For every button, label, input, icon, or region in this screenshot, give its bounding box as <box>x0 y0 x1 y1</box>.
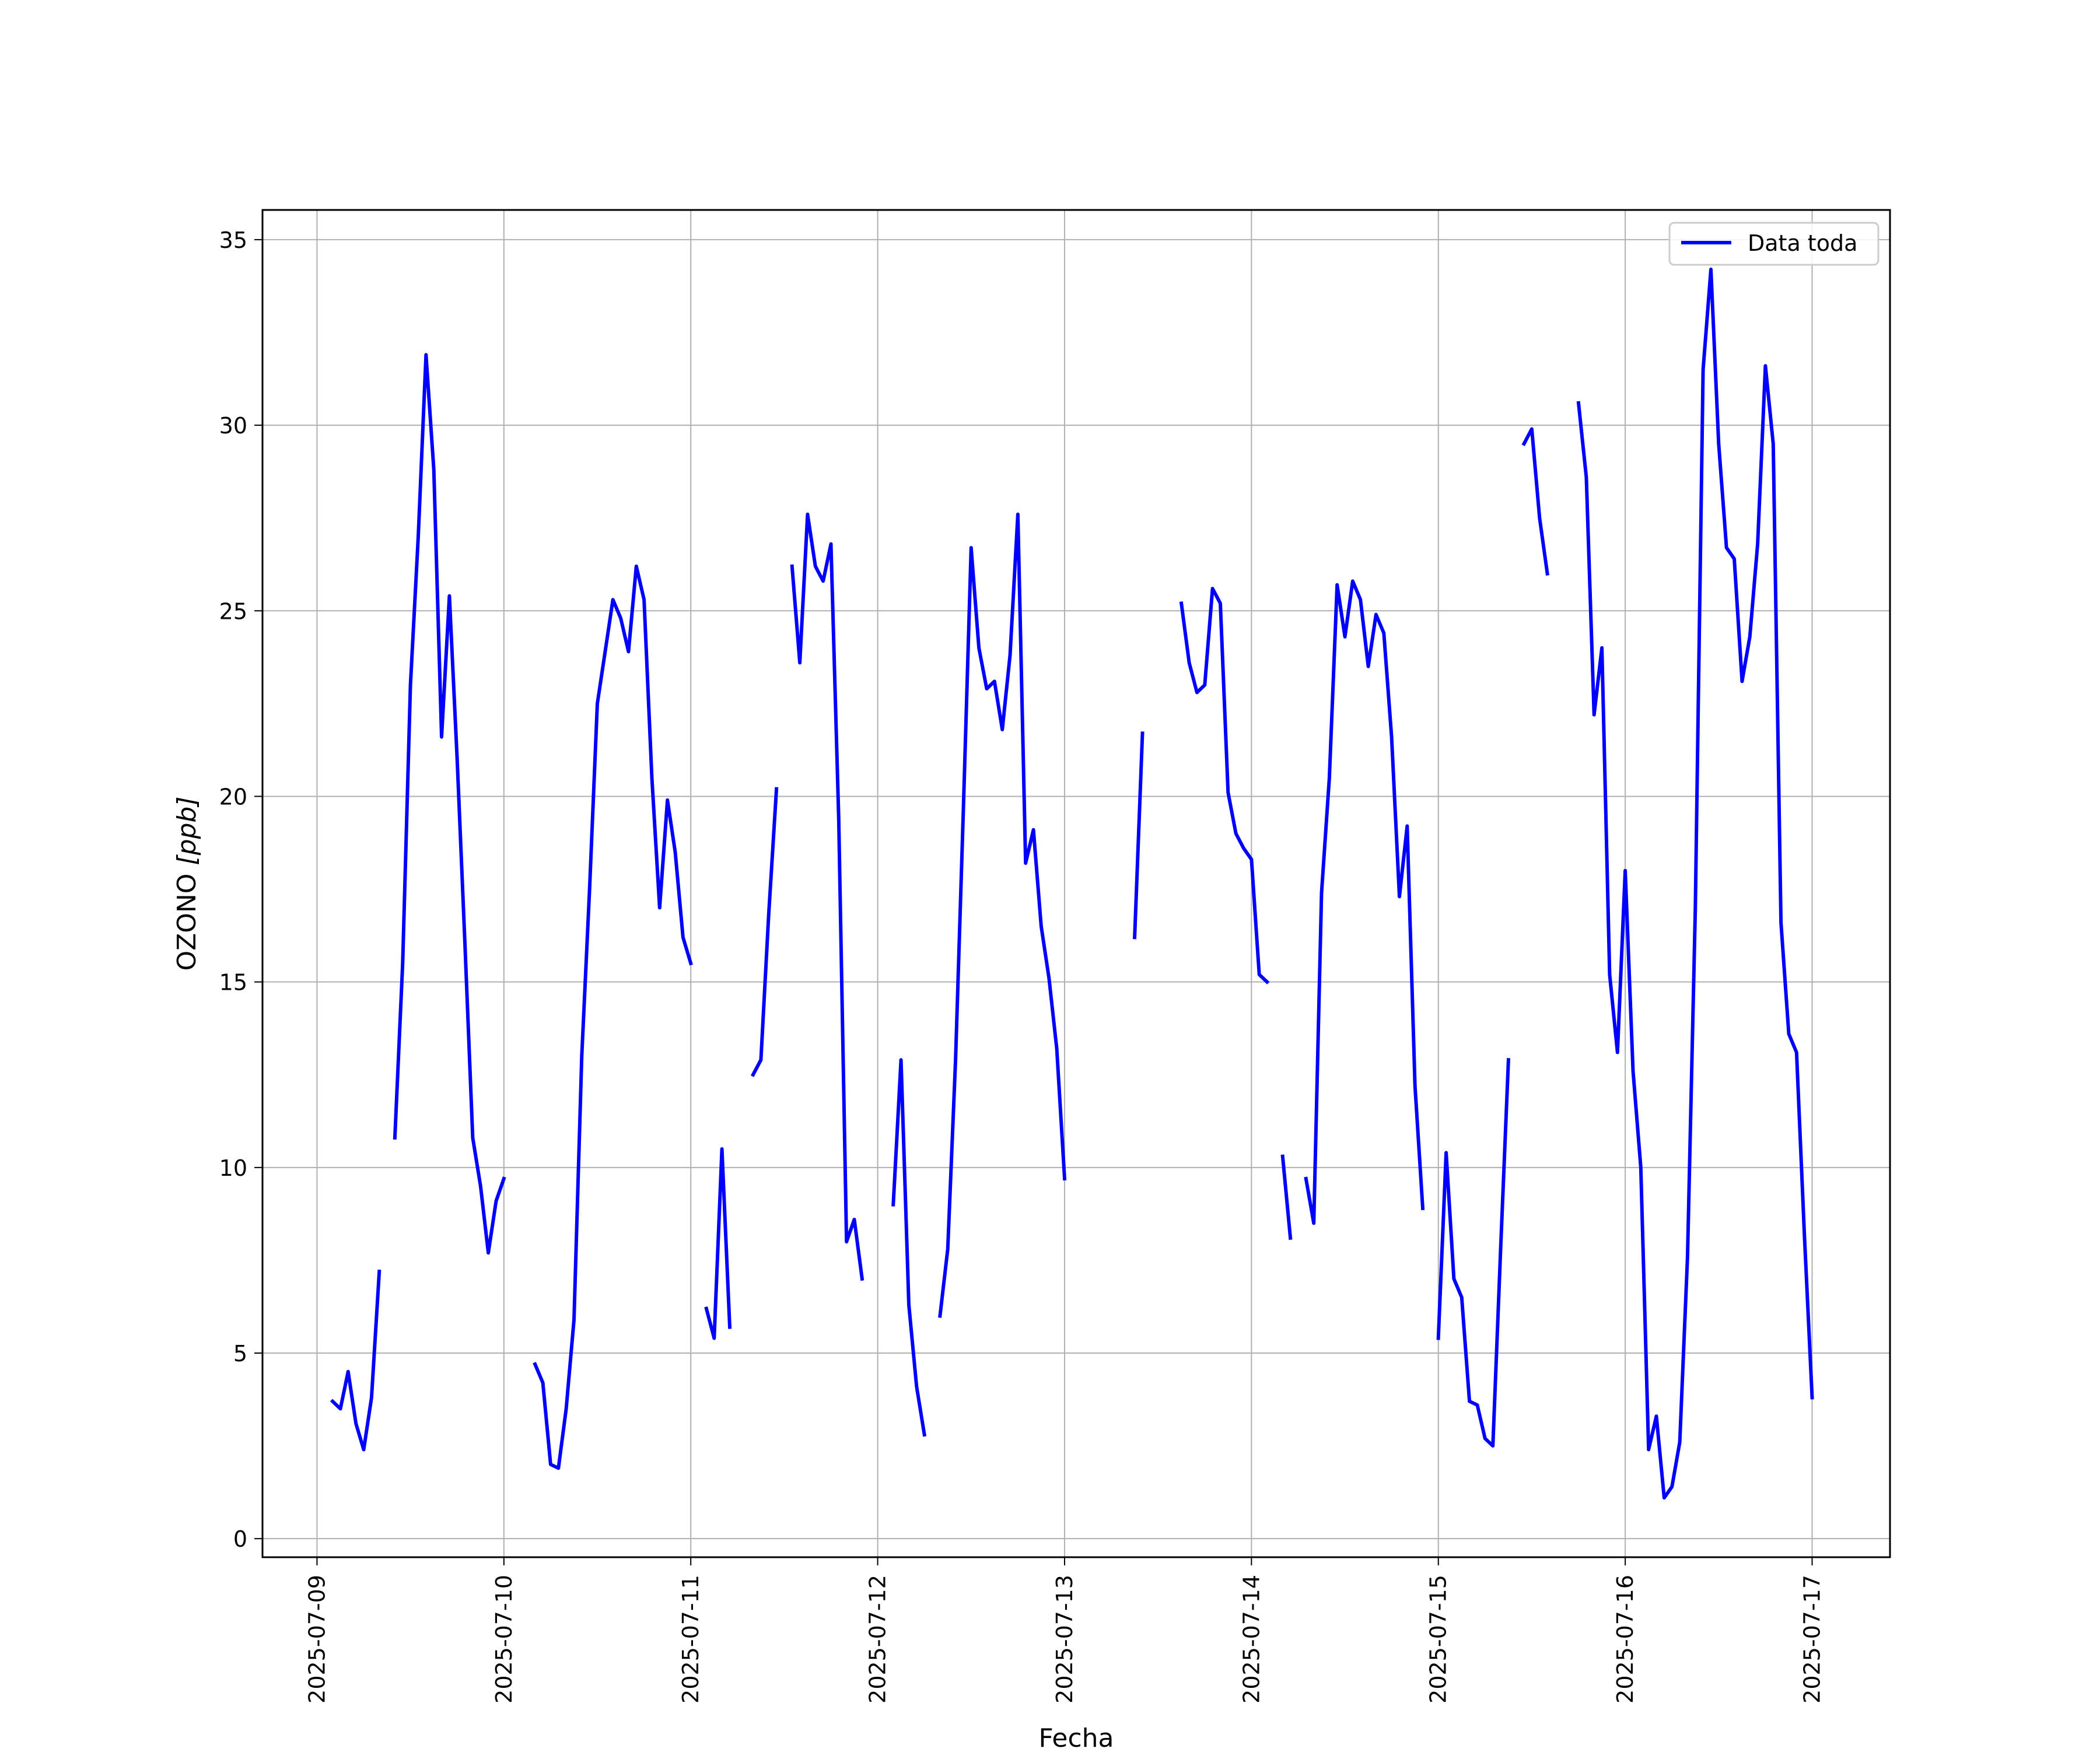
y-tick-label: 30 <box>219 413 247 439</box>
series-line-segment <box>1179 587 1270 984</box>
x-tick-label: 2025-07-12 <box>865 1575 891 1704</box>
axis-ticks: 0 5 10 15 20 25 30 35 2025-07-09 2025-07-10 2025-0… <box>219 227 1825 1704</box>
series-line-segment <box>1576 267 1814 1500</box>
x-tick-label: 2025-07-16 <box>1612 1575 1638 1704</box>
series-line-segment <box>1521 427 1549 576</box>
x-tick-label: 2025-07-13 <box>1052 1575 1077 1704</box>
x-tick-label: 2025-07-10 <box>491 1575 517 1704</box>
series-line-segment <box>1132 731 1144 940</box>
x-tick-label: 2025-07-17 <box>1800 1575 1825 1704</box>
y-tick-label: 10 <box>219 1155 247 1181</box>
series-line-segment <box>938 512 1067 1318</box>
series-line-segment <box>330 1269 382 1452</box>
x-tick-label: 2025-07-11 <box>678 1575 704 1704</box>
x-tick-label: 2025-07-15 <box>1426 1575 1451 1704</box>
x-axis-label: Fecha <box>1038 1723 1114 1750</box>
series-line-segment <box>393 353 506 1255</box>
grid-lines <box>262 210 1890 1557</box>
plot-area-frame <box>261 209 1891 1558</box>
series-line-segment <box>750 787 779 1077</box>
y-axis-label: OZONO [ppb] <box>172 796 202 970</box>
y-tick-label: 5 <box>233 1341 247 1366</box>
series-line-segment <box>1436 1058 1511 1448</box>
series-line-segment <box>1304 579 1425 1225</box>
x-tick-label: 2025-07-09 <box>304 1575 330 1704</box>
legend-label-data-toda: Data toda <box>1748 230 1857 256</box>
y-tick-label: 35 <box>219 227 247 253</box>
series-line-segment <box>1280 1154 1293 1240</box>
y-axis-label-main: OZONO <box>172 866 202 971</box>
series-line-segment <box>704 1147 732 1340</box>
y-tick-label: 15 <box>219 970 247 996</box>
legend: Data toda <box>1668 222 1880 266</box>
series-data-toda <box>330 267 1814 1500</box>
y-tick-label: 25 <box>219 598 247 624</box>
y-tick-label: 20 <box>219 784 247 810</box>
x-tick-label: 2025-07-14 <box>1238 1575 1264 1704</box>
series-line-segment <box>533 564 693 1470</box>
series-line-segment <box>790 512 864 1281</box>
legend-box <box>1668 222 1880 266</box>
y-axis-label-unit: [ppb] <box>172 796 202 865</box>
series-line-segment <box>891 1058 927 1437</box>
y-tick-label: 0 <box>233 1526 247 1552</box>
